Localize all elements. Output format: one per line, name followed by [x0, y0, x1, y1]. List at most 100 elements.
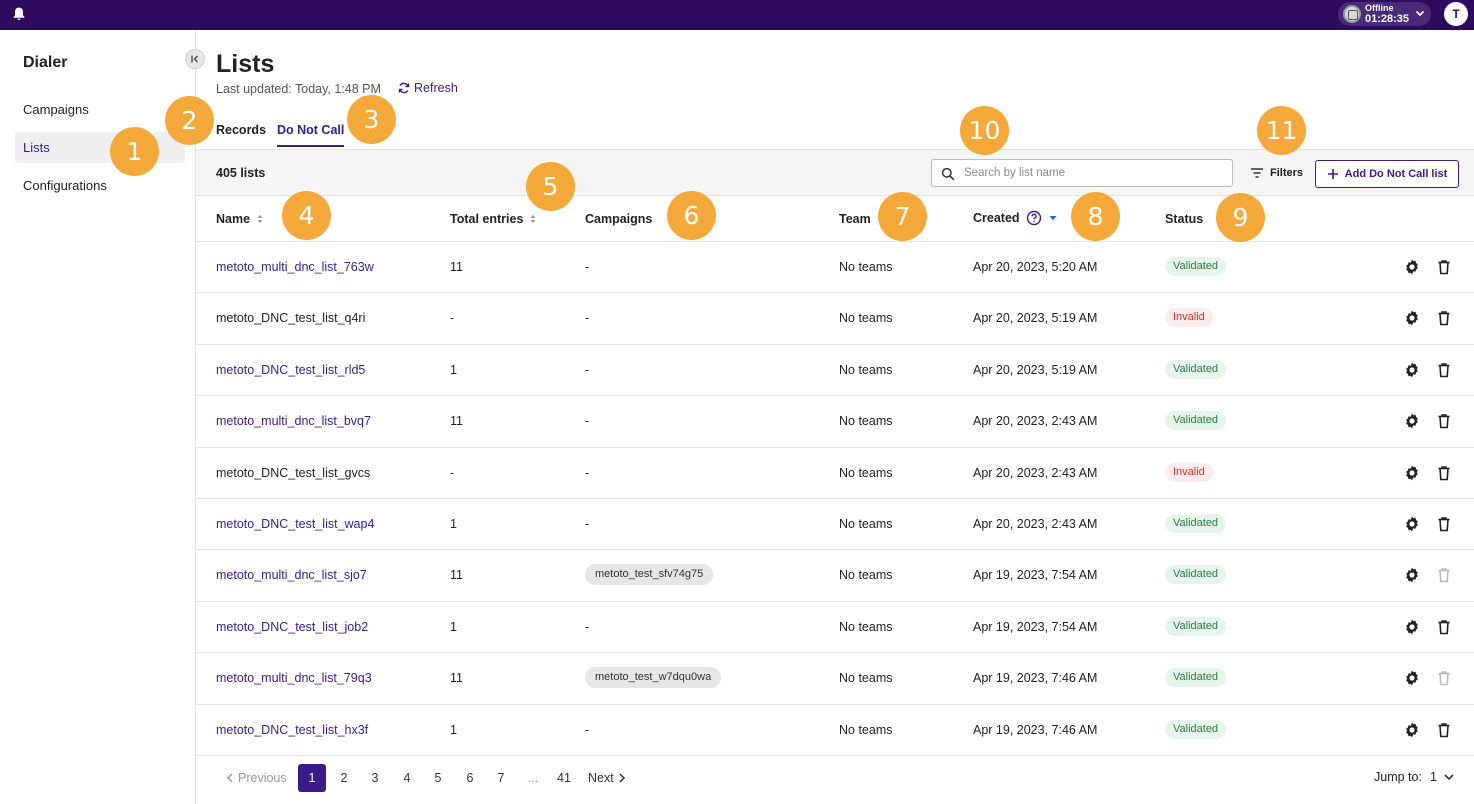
sort-icon	[257, 215, 263, 223]
page-button-1[interactable]: 1	[298, 764, 326, 792]
jump-to-select[interactable]: 1	[1430, 770, 1455, 784]
trash-icon[interactable]	[1435, 618, 1453, 636]
next-page-button[interactable]: Next	[588, 764, 626, 792]
tab-records[interactable]: Records	[216, 123, 267, 137]
jump-to-label: Jump to:	[1374, 770, 1422, 784]
help-icon[interactable]	[1026, 210, 1042, 226]
list-name-link[interactable]: metoto_DNC_test_list_rld5	[216, 362, 366, 377]
table-row: metoto_DNC_test_list_rld5 1 - No teams Apr 2…	[196, 345, 1474, 397]
annotation-marker-4: 4	[282, 191, 331, 240]
gear-icon[interactable]	[1403, 361, 1421, 379]
tab-do-not-call[interactable]: Do Not Call	[277, 123, 345, 147]
list-name-link[interactable]: metoto_DNC_test_list_hx3f	[216, 722, 369, 737]
chevron-down-icon	[1444, 774, 1454, 781]
total-entries: 1	[450, 362, 457, 377]
column-header-created[interactable]: Created	[973, 210, 1058, 226]
trash-icon[interactable]	[1435, 566, 1453, 584]
team-value: No teams	[839, 568, 893, 583]
column-header-total-entries[interactable]: Total entries	[450, 212, 537, 226]
status-badge: Validated	[1165, 616, 1227, 636]
gear-icon[interactable]	[1403, 721, 1421, 739]
previous-page-button[interactable]: Previous	[226, 764, 287, 792]
chevron-right-icon	[619, 773, 625, 783]
team-value: No teams	[839, 722, 893, 737]
refresh-button[interactable]: Refresh	[397, 81, 458, 95]
list-name-link[interactable]: metoto_DNC_test_list_job2	[216, 619, 369, 634]
add-dnc-list-button[interactable]: Add Do Not Call list	[1315, 160, 1459, 188]
gear-icon[interactable]	[1403, 412, 1421, 430]
page-button-6[interactable]: 6	[466, 771, 474, 785]
filters-label: Filters	[1270, 167, 1304, 179]
column-header-team: Team	[839, 212, 871, 226]
total-entries: 1	[450, 722, 457, 737]
list-name-link[interactable]: metoto_DNC_test_list_wap4	[216, 517, 375, 531]
annotation-marker-9: 9	[1216, 193, 1265, 242]
page-button-3[interactable]: 3	[371, 771, 379, 785]
trash-icon[interactable]	[1435, 309, 1453, 327]
page-button-2[interactable]: 2	[340, 771, 348, 785]
team-value: No teams	[839, 311, 893, 326]
search-box[interactable]	[931, 159, 1233, 187]
status-badge: Validated	[1165, 257, 1227, 276]
campaign-value: -	[585, 311, 590, 326]
sort-desc-icon	[1049, 216, 1057, 221]
trash-icon[interactable]	[1435, 258, 1453, 276]
gear-icon[interactable]	[1403, 464, 1421, 482]
search-input[interactable]	[964, 164, 1224, 182]
annotation-marker-11: 11	[1257, 106, 1306, 155]
list-name-link[interactable]: metoto_DNC_test_list_q4ri	[216, 311, 366, 326]
collapse-sidebar-button[interactable]	[185, 49, 205, 69]
column-header-status: Status	[1165, 212, 1204, 226]
column-header-campaigns: Campaigns	[585, 212, 653, 226]
trash-icon[interactable]	[1435, 361, 1453, 379]
column-header-entries-label: Total entries	[450, 212, 524, 226]
campaign-chip[interactable]: metoto_test_sfv74g75	[585, 564, 714, 586]
gear-icon[interactable]	[1403, 309, 1421, 327]
gear-icon[interactable]	[1403, 515, 1421, 533]
gear-icon[interactable]	[1403, 669, 1421, 687]
campaign-chip[interactable]: metoto_test_w7dqu0wa	[585, 667, 722, 689]
page-button-4[interactable]: 4	[403, 771, 411, 785]
filters-button[interactable]: Filters	[1250, 167, 1303, 179]
annotation-marker-1: 1	[110, 127, 159, 176]
trash-icon[interactable]	[1435, 464, 1453, 482]
toolbar: 405 lists Filters Add Do Not Call list	[196, 150, 1474, 196]
status-badge: Validated	[1165, 668, 1227, 688]
gear-icon[interactable]	[1403, 258, 1421, 276]
sidebar-item-campaigns[interactable]: Campaigns	[23, 102, 89, 117]
status-icon	[1343, 5, 1361, 23]
list-name-link[interactable]: metoto_multi_dnc_list_763w	[216, 260, 374, 274]
status-label: Offline	[1365, 3, 1394, 13]
campaign-value: -	[585, 414, 590, 429]
campaign-value: -	[585, 619, 590, 634]
page-button-5[interactable]: 5	[434, 771, 442, 785]
trash-icon[interactable]	[1435, 515, 1453, 533]
sidebar-item-configurations[interactable]: Configurations	[23, 178, 107, 193]
list-name-link[interactable]: metoto_multi_dnc_list_sjo7	[216, 568, 367, 583]
refresh-label: Refresh	[414, 81, 458, 95]
column-header-name[interactable]: Name	[216, 212, 264, 226]
status-badge: Invalid	[1165, 462, 1213, 482]
page-title: Lists	[216, 50, 275, 78]
list-name-link[interactable]: metoto_DNC_test_list_gvcs	[216, 465, 371, 480]
trash-icon[interactable]	[1435, 412, 1453, 430]
list-name-link[interactable]: metoto_multi_dnc_list_79q3	[216, 671, 372, 686]
trash-icon[interactable]	[1435, 669, 1453, 687]
total-entries: -	[450, 465, 455, 480]
agent-status-toggle[interactable]: Offline 01:28:35	[1338, 2, 1431, 26]
sidebar-item-lists[interactable]: Lists	[15, 132, 185, 163]
gear-icon[interactable]	[1403, 618, 1421, 636]
status-timer: 01:28:35	[1365, 13, 1410, 25]
page-button-7[interactable]: 7	[497, 771, 505, 785]
list-name-link[interactable]: metoto_multi_dnc_list_bvq7	[216, 414, 371, 429]
table-row: metoto_DNC_test_list_q4ri - - No teams Apr 2…	[196, 293, 1474, 345]
jump-to-value: 1	[1429, 770, 1437, 784]
status-badge: Validated	[1165, 514, 1227, 533]
trash-icon[interactable]	[1435, 721, 1453, 739]
avatar[interactable]: T	[1444, 2, 1468, 26]
team-value: No teams	[839, 362, 893, 377]
page-button-41[interactable]: 41	[557, 771, 571, 785]
gear-icon[interactable]	[1403, 566, 1421, 584]
bell-icon[interactable]	[11, 6, 27, 22]
previous-label: Previous	[238, 771, 287, 785]
